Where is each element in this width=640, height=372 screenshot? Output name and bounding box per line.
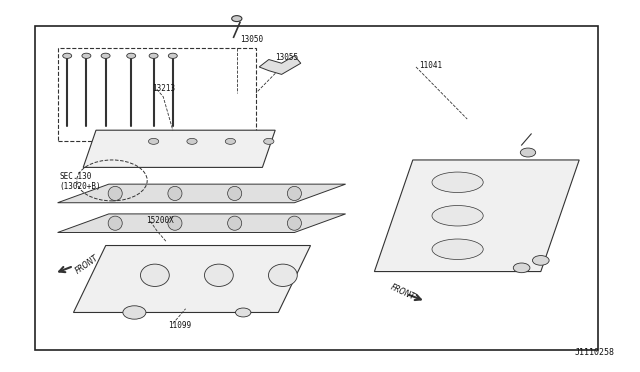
Text: 11099: 11099 [168, 321, 191, 330]
Ellipse shape [228, 216, 242, 230]
Text: 13055: 13055 [275, 53, 298, 62]
Bar [58, 48, 256, 141]
Circle shape [513, 263, 530, 273]
Polygon shape [74, 246, 310, 312]
Circle shape [236, 308, 251, 317]
Circle shape [82, 53, 91, 58]
Ellipse shape [269, 264, 297, 286]
Circle shape [101, 53, 110, 58]
Ellipse shape [432, 172, 483, 193]
Ellipse shape [228, 186, 242, 201]
Circle shape [264, 138, 274, 144]
Text: (13020+B): (13020+B) [60, 182, 101, 190]
Ellipse shape [108, 186, 122, 201]
Text: 15200X: 15200X [146, 216, 173, 225]
Ellipse shape [205, 264, 234, 286]
Ellipse shape [432, 205, 483, 226]
Text: 13213: 13213 [152, 84, 175, 93]
Text: FRONT: FRONT [389, 282, 417, 302]
Circle shape [123, 306, 146, 319]
Circle shape [232, 16, 242, 22]
Bar [35, 26, 598, 350]
Polygon shape [83, 130, 275, 167]
Text: FRONT: FRONT [74, 254, 100, 276]
Text: J1110258: J1110258 [575, 348, 614, 357]
Circle shape [148, 138, 159, 144]
Text: 13050: 13050 [240, 35, 263, 44]
Circle shape [149, 53, 158, 58]
Circle shape [532, 256, 549, 265]
Polygon shape [259, 56, 301, 74]
Text: 11041: 11041 [419, 61, 442, 70]
Ellipse shape [432, 239, 483, 260]
Polygon shape [58, 184, 346, 203]
Ellipse shape [287, 216, 301, 230]
Ellipse shape [168, 216, 182, 230]
Circle shape [63, 53, 72, 58]
Ellipse shape [287, 186, 301, 201]
Ellipse shape [141, 264, 169, 286]
Ellipse shape [108, 216, 122, 230]
Polygon shape [374, 160, 579, 272]
Circle shape [168, 53, 177, 58]
Circle shape [127, 53, 136, 58]
Circle shape [187, 138, 197, 144]
Ellipse shape [168, 186, 182, 201]
Polygon shape [58, 214, 346, 232]
Circle shape [520, 148, 536, 157]
Text: SEC.130: SEC.130 [60, 172, 92, 181]
Circle shape [225, 138, 236, 144]
